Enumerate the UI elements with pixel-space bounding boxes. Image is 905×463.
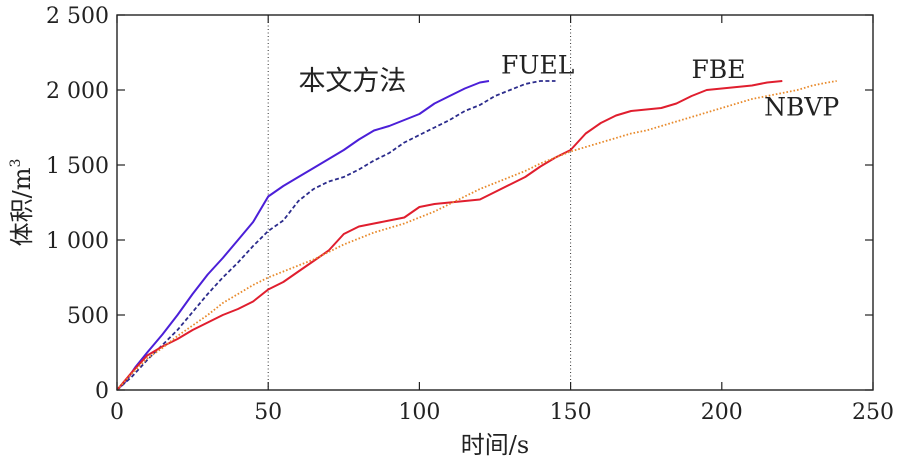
series-labels: 本文方法 FUEL FBE NBVP <box>298 51 839 122</box>
y-tick-label: 2 000 <box>46 79 109 104</box>
tick-labels: 0 50 100 150 200 250 0 500 1 000 1 500 2 000 2 500 <box>46 4 894 425</box>
series-label: 本文方法 <box>298 66 406 97</box>
x-tick-label: 150 <box>550 400 592 425</box>
y-tick-label: 0 <box>95 379 109 404</box>
y-tick-label: 500 <box>67 304 109 329</box>
x-tick-label: 200 <box>701 400 743 425</box>
series-line-0 <box>116 80 490 391</box>
axis-ticks <box>116 14 874 391</box>
y-tick-label: 1 000 <box>46 229 109 254</box>
plot-frame <box>116 14 874 391</box>
x-tick-label: 250 <box>852 400 894 425</box>
series-label: FBE <box>692 55 746 84</box>
series-layer <box>116 80 837 391</box>
y-tick-label: 1 500 <box>46 154 109 179</box>
x-tick-label: 100 <box>398 400 440 425</box>
series-line-2 <box>116 80 783 391</box>
x-axis-title: 时间/s <box>461 431 529 459</box>
series-line-1 <box>116 80 556 391</box>
series-line-3 <box>116 80 837 391</box>
reference-lines <box>267 15 572 390</box>
x-tick-label: 0 <box>110 400 124 425</box>
series-label: FUEL <box>501 51 574 80</box>
y-axis-title-superscript: 3 <box>8 159 24 168</box>
y-axis-title: 体积/m3 <box>8 159 36 247</box>
y-tick-label: 2 500 <box>46 4 109 29</box>
y-axis-title-main: 体积/m <box>8 167 36 246</box>
x-tick-label: 50 <box>254 400 282 425</box>
series-label: NBVP <box>764 93 839 122</box>
